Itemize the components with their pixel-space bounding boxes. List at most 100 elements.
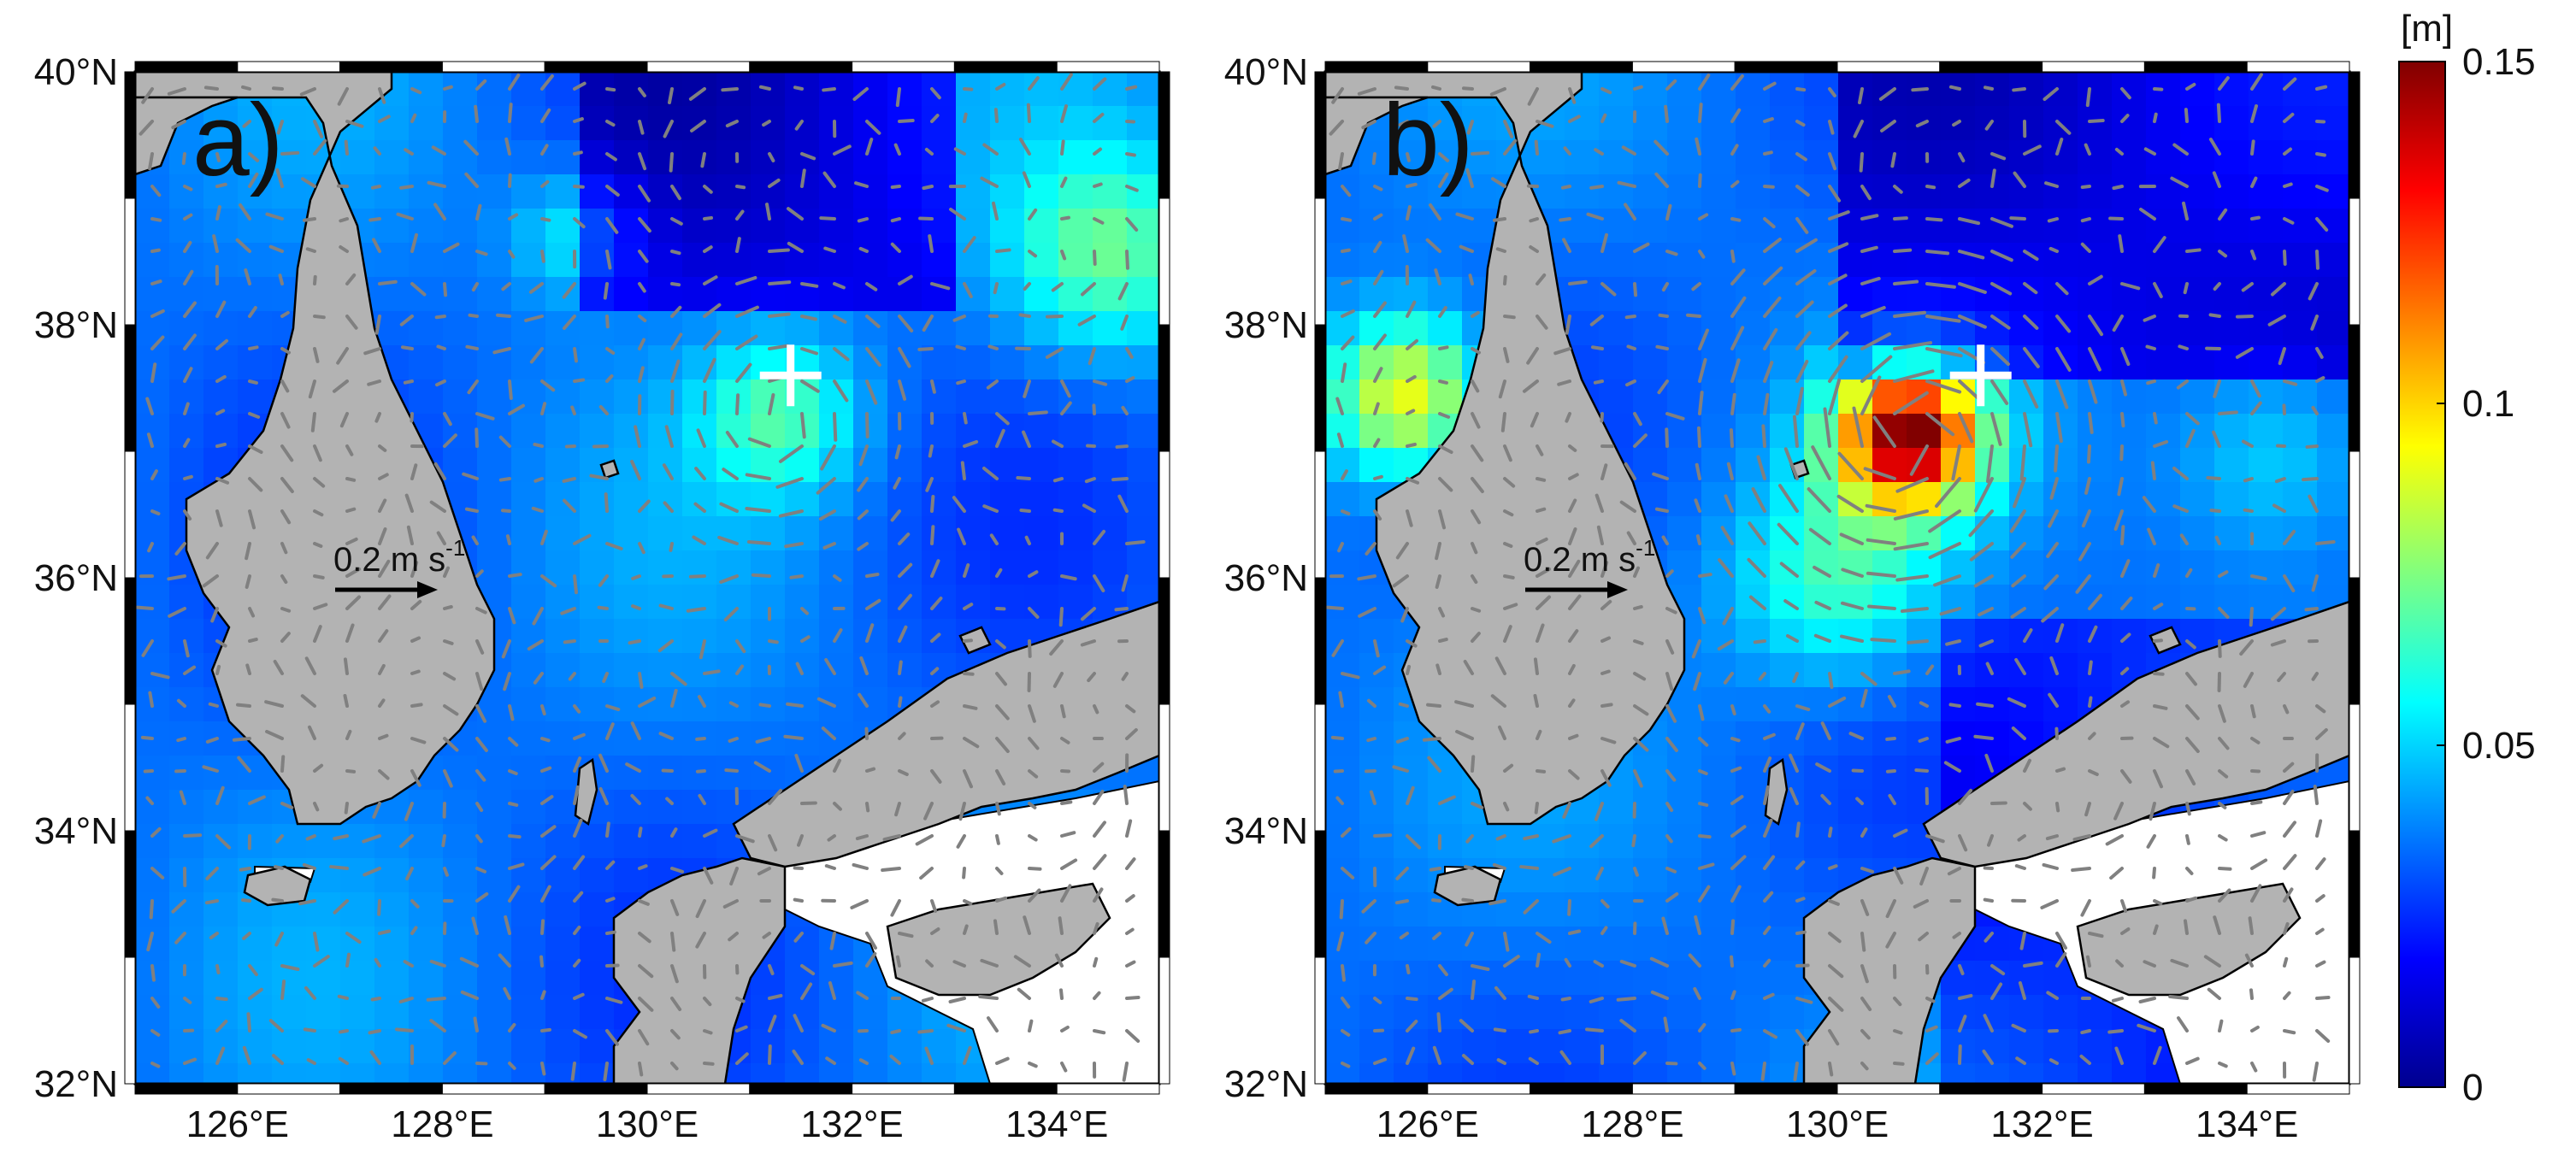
current-vector: [1125, 727, 1138, 740]
current-vector: [378, 559, 391, 578]
current-vector: [395, 1027, 414, 1032]
current-vector: [898, 932, 914, 938]
current-vector: [2109, 867, 2124, 880]
current-vector: [345, 477, 357, 482]
current-vector: [474, 104, 479, 123]
current-vector: [1406, 338, 1419, 350]
current-vector: [930, 700, 940, 708]
frame-stripe: [237, 61, 341, 73]
current-vector: [2023, 144, 2042, 156]
current-vector: [1990, 964, 2006, 976]
grid-cell: [1633, 824, 1668, 859]
grid-cell: [614, 72, 649, 107]
current-vector: [735, 393, 740, 415]
grid-cell: [580, 174, 615, 209]
current-vector: [1406, 509, 1413, 527]
frame-stripe: [1314, 577, 1326, 705]
grid-cell: [1667, 790, 1702, 825]
current-vector: [313, 444, 322, 462]
grid-cell: [2146, 379, 2181, 415]
current-vector: [248, 509, 256, 530]
current-vector: [2013, 171, 2026, 188]
landmass: [1802, 856, 1977, 1084]
current-vector: [443, 672, 457, 681]
grid-cell: [956, 72, 991, 107]
current-vector: [893, 477, 901, 490]
current-vector: [271, 897, 284, 903]
current-vector: [215, 442, 227, 448]
grid-cell: [1325, 790, 1360, 825]
current-vector: [313, 802, 320, 812]
current-vector: [562, 477, 576, 483]
current-vector: [735, 275, 757, 285]
current-vector: [2181, 201, 2189, 221]
current-vector: [1093, 921, 1099, 935]
current-vector: [930, 559, 940, 578]
current-vector: [1747, 557, 1766, 578]
current-vector: [960, 461, 966, 480]
grid-cell: [1428, 1063, 1463, 1084]
grid-cell: [1496, 1029, 1531, 1064]
current-vector: [1600, 87, 1612, 95]
current-vector: [2153, 282, 2163, 298]
current-vector: [857, 509, 869, 521]
current-vector: [735, 362, 752, 383]
current-vector: [1369, 790, 1376, 805]
current-vector: [1958, 282, 1987, 294]
current-vector: [2011, 574, 2026, 588]
current-vector: [2014, 658, 2026, 675]
current-vector: [1815, 762, 1831, 773]
current-vector: [1860, 245, 1878, 253]
grid-cell: [614, 824, 649, 859]
grid-cell: [443, 824, 478, 859]
grid-cell: [853, 1063, 888, 1084]
current-vector: [475, 203, 482, 221]
grid-cell: [2112, 140, 2147, 175]
current-vector: [2213, 379, 2221, 398]
grid-cell: [2283, 106, 2318, 141]
current-vector: [1983, 897, 1994, 903]
current-vector: [1951, 444, 1961, 481]
grid-cell: [1599, 1063, 1634, 1084]
current-vector: [1459, 244, 1474, 253]
current-vector: [363, 867, 381, 877]
current-vector: [745, 506, 771, 513]
current-vector: [2315, 960, 2326, 968]
current-vector: [694, 467, 706, 480]
current-vector: [1536, 273, 1547, 285]
current-vector: [508, 250, 516, 259]
grid-cell: [1599, 106, 1634, 141]
current-vector: [833, 574, 842, 582]
current-vector: [1698, 769, 1708, 776]
current-vector: [236, 703, 251, 708]
grid-cell: [922, 448, 957, 483]
current-vector: [2283, 217, 2295, 225]
grid-cell: [238, 106, 273, 141]
current-vector: [508, 1022, 516, 1032]
grid-cell: [1394, 379, 1429, 415]
current-vector: [1338, 691, 1344, 708]
current-vector: [378, 663, 386, 675]
current-vector: [1691, 282, 1701, 291]
grid-cell: [853, 209, 888, 244]
current-vector: [793, 932, 804, 943]
current-vector: [1568, 559, 1581, 578]
grid-cell: [203, 927, 239, 962]
current-vector: [1121, 672, 1129, 681]
grid-cell: [1907, 243, 1942, 278]
grid-cell: [1599, 892, 1634, 927]
current-vector: [524, 315, 544, 322]
current-vector: [1986, 444, 1994, 484]
current-vector: [2185, 737, 2200, 754]
current-vector: [171, 899, 186, 914]
grid-cell: [922, 1029, 957, 1064]
current-vector: [210, 607, 219, 623]
current-vector: [2274, 477, 2286, 484]
current-vector: [1987, 834, 1994, 847]
current-vector: [141, 639, 154, 657]
grid-cell: [2317, 482, 2349, 517]
current-vector: [1698, 862, 1715, 870]
current-vector: [1808, 527, 1831, 545]
current-vector: [404, 493, 414, 513]
current-vector: [1600, 926, 1608, 935]
